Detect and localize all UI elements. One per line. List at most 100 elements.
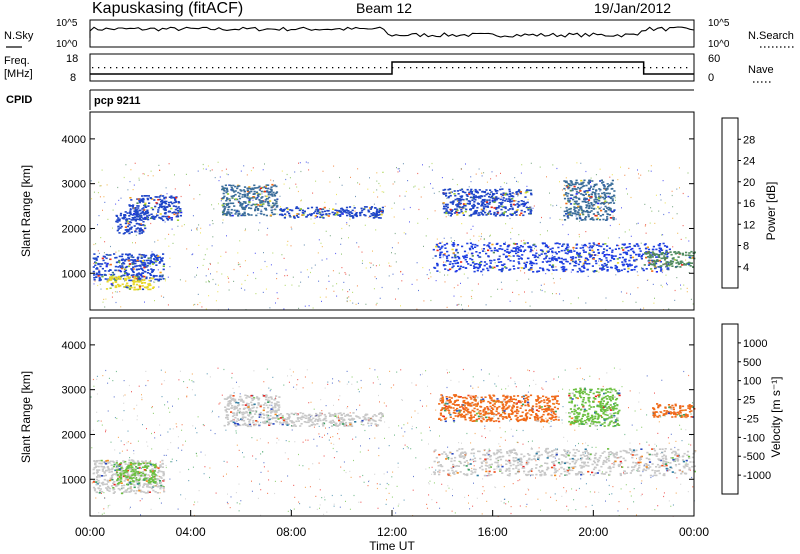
echo-point [141, 281, 144, 284]
echo-point [154, 482, 157, 484]
echo-point [529, 250, 532, 253]
echo-point [454, 415, 457, 417]
echo-point [582, 461, 585, 464]
echo-point [134, 260, 138, 263]
echo-point [99, 273, 102, 276]
echo-point [582, 244, 585, 247]
echo-point [460, 452, 463, 454]
echo-point [513, 250, 516, 253]
echo-point [520, 419, 523, 421]
echo-point [516, 471, 519, 474]
echo-point [517, 459, 520, 462]
echo-point [588, 254, 591, 256]
echo-point [436, 270, 439, 272]
echo-point [446, 206, 449, 209]
echo-point [651, 448, 654, 450]
echo-point [125, 231, 129, 233]
echo-point [129, 482, 132, 484]
echo-point [582, 453, 585, 456]
echo-point [107, 279, 110, 281]
echo-point [367, 209, 370, 212]
echo-point [554, 474, 557, 477]
echo-point [496, 406, 499, 409]
echo-point [142, 231, 145, 233]
echo-point [158, 275, 161, 278]
echo-point [602, 203, 605, 205]
echo-point [136, 472, 139, 475]
echo-point [568, 472, 571, 475]
echo-point [112, 278, 116, 280]
echo-point [515, 252, 518, 255]
echo-point [549, 455, 552, 457]
echo-point [488, 470, 491, 473]
echo-point [514, 398, 517, 401]
echo-point [95, 478, 98, 481]
echo-point [119, 462, 123, 464]
echo-point [98, 481, 101, 484]
echo-point [520, 405, 523, 407]
echo-point [120, 465, 123, 468]
echo-point [447, 254, 450, 257]
echo-point [378, 413, 381, 415]
echo-point [537, 457, 540, 459]
echo-point [135, 268, 139, 271]
echo-point [297, 207, 300, 210]
echo-point [526, 201, 529, 204]
echo-point [526, 453, 530, 455]
echo-point [475, 211, 478, 213]
echo-point [603, 473, 606, 475]
echo-point [148, 282, 151, 285]
beam-title: Beam 12 [356, 0, 412, 16]
echo-point [590, 186, 593, 188]
echo-point [162, 253, 165, 255]
echo-point [605, 196, 608, 198]
echo-point [480, 461, 483, 464]
echo-point [674, 454, 677, 456]
echo-point [347, 210, 350, 212]
echo-point [127, 284, 130, 287]
echo-point [638, 253, 641, 256]
echo-point [118, 488, 122, 491]
echo-point [118, 232, 121, 234]
echo-point [515, 453, 518, 455]
echo-point [481, 209, 484, 212]
echo-point [520, 203, 523, 206]
echo-point [131, 269, 134, 271]
echo-point [521, 254, 524, 256]
echo-point [124, 268, 127, 270]
echo-point [651, 251, 654, 253]
echo-point [528, 417, 532, 419]
echo-point [547, 455, 550, 458]
colorbar-tick-label: 20 [743, 177, 755, 189]
echo-point [654, 265, 657, 268]
echo-point [592, 185, 596, 188]
echo-point [450, 460, 453, 463]
echo-point [137, 461, 140, 464]
echo-point [126, 228, 129, 231]
echo-point [176, 207, 179, 210]
echo-point [457, 193, 460, 195]
echo-point [539, 466, 542, 468]
echo-point [162, 478, 166, 481]
echo-point [645, 466, 648, 468]
echo-point [479, 264, 482, 266]
echo-point [446, 260, 449, 262]
echo-point [149, 259, 152, 262]
echo-point [138, 201, 142, 204]
echo-point [497, 464, 500, 466]
echo-point [375, 424, 378, 426]
echo-point [666, 264, 669, 267]
echo-point [525, 418, 528, 421]
echo-point [542, 269, 545, 272]
echo-point [523, 262, 526, 264]
echo-point [279, 417, 282, 419]
echo-point [510, 400, 513, 403]
echo-point [577, 263, 580, 266]
echo-point [499, 469, 502, 472]
echo-point [473, 263, 477, 265]
echo-point [243, 186, 247, 188]
echo-point [495, 198, 498, 201]
echo-point [336, 211, 339, 214]
echo-point [296, 418, 300, 420]
y-tick-label: 2000 [62, 223, 86, 235]
